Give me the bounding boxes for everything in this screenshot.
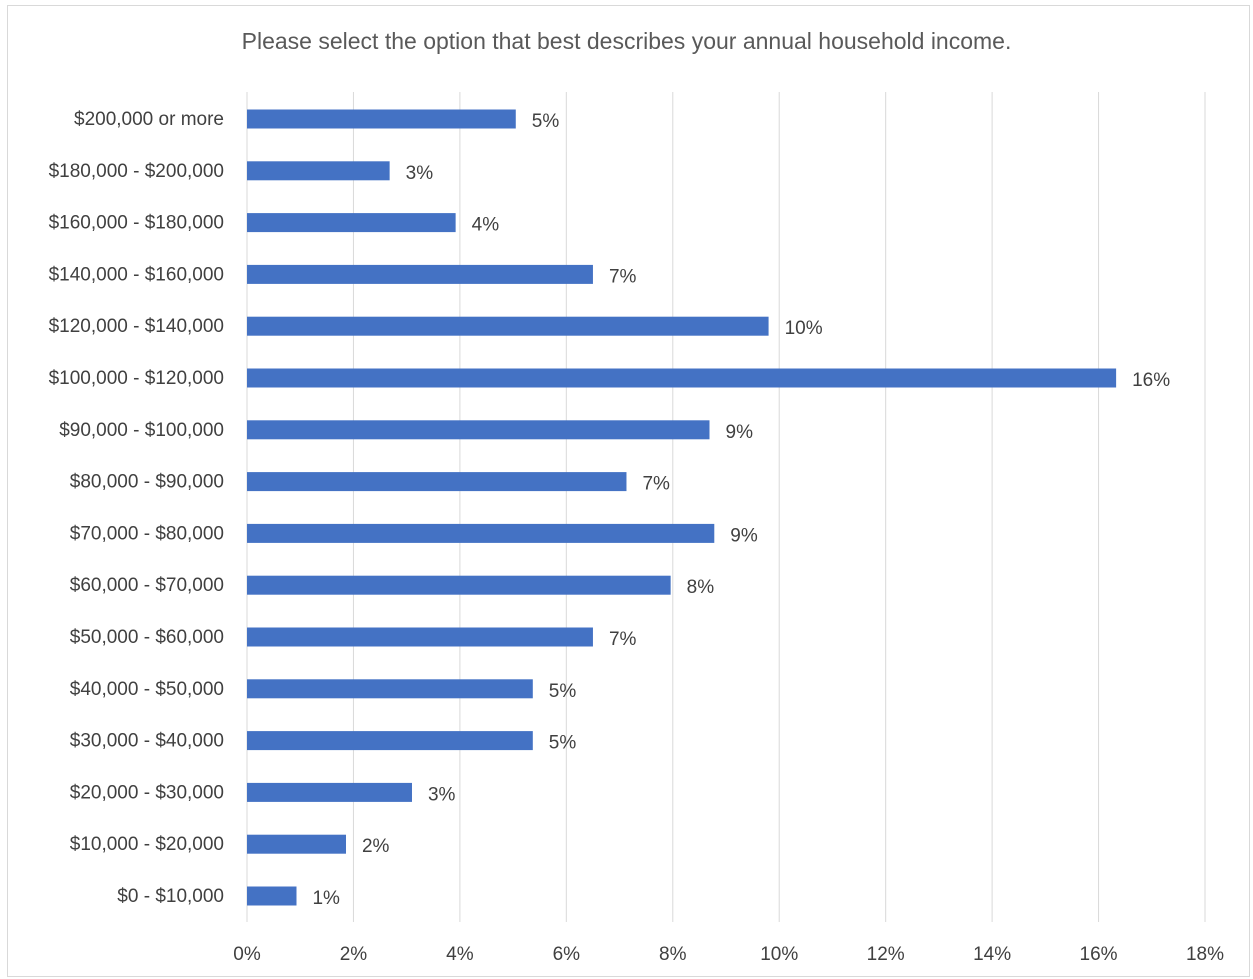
bar <box>247 472 627 492</box>
data-label: 4% <box>472 215 500 236</box>
category-label: $50,000 - $60,000 <box>70 627 224 648</box>
bar <box>247 627 593 647</box>
category-label: $160,000 - $180,000 <box>49 213 224 234</box>
x-tick-label: 16% <box>1080 944 1118 965</box>
category-label: $60,000 - $70,000 <box>70 575 224 596</box>
data-label: 2% <box>362 836 390 857</box>
chart-frame <box>7 5 1250 977</box>
bar <box>247 420 710 440</box>
data-label: 3% <box>406 163 434 184</box>
category-label: $0 - $10,000 <box>117 886 224 907</box>
category-label: $90,000 - $100,000 <box>59 420 224 441</box>
x-tick-label: 0% <box>233 944 261 965</box>
data-label: 16% <box>1132 370 1170 391</box>
bar <box>247 213 456 233</box>
bar <box>247 731 533 751</box>
category-label: $200,000 or more <box>74 109 224 130</box>
category-label: $80,000 - $90,000 <box>70 472 224 493</box>
category-label: $20,000 - $30,000 <box>70 782 224 803</box>
data-label: 1% <box>312 888 340 909</box>
chart-title: Please select the option that best descr… <box>241 28 1012 54</box>
x-tick-label: 12% <box>867 944 905 965</box>
bar <box>247 834 346 854</box>
data-label: 5% <box>549 733 577 754</box>
category-label: $100,000 - $120,000 <box>49 368 224 389</box>
category-label: $120,000 - $140,000 <box>49 316 224 337</box>
data-label: 7% <box>642 474 670 495</box>
data-label: 9% <box>726 422 754 443</box>
bar <box>247 368 1117 388</box>
bar <box>247 782 412 802</box>
bar <box>247 575 671 595</box>
data-label: 8% <box>687 577 715 598</box>
bar <box>247 161 390 181</box>
x-tick-label: 8% <box>659 944 687 965</box>
data-label: 10% <box>785 318 823 339</box>
bar <box>247 886 297 906</box>
category-label: $10,000 - $20,000 <box>70 834 224 855</box>
bar <box>247 679 533 699</box>
data-label: 9% <box>730 525 758 546</box>
category-label: $180,000 - $200,000 <box>49 161 224 182</box>
x-tick-label: 2% <box>340 944 368 965</box>
data-label: 7% <box>609 629 637 650</box>
x-tick-label: 18% <box>1186 944 1224 965</box>
x-tick-label: 4% <box>446 944 474 965</box>
x-tick-label: 6% <box>553 944 581 965</box>
data-label: 3% <box>428 784 456 805</box>
x-tick-label: 14% <box>973 944 1011 965</box>
bar <box>247 316 769 336</box>
bar <box>247 109 516 129</box>
bar <box>247 264 593 284</box>
category-label: $30,000 - $40,000 <box>70 731 224 752</box>
data-label: 5% <box>532 111 560 132</box>
data-label: 5% <box>549 681 577 702</box>
bar <box>247 523 715 543</box>
category-label: $70,000 - $80,000 <box>70 523 224 544</box>
category-label: $40,000 - $50,000 <box>70 679 224 700</box>
category-label: $140,000 - $160,000 <box>49 264 224 285</box>
x-tick-label: 10% <box>760 944 798 965</box>
data-label: 7% <box>609 266 637 287</box>
